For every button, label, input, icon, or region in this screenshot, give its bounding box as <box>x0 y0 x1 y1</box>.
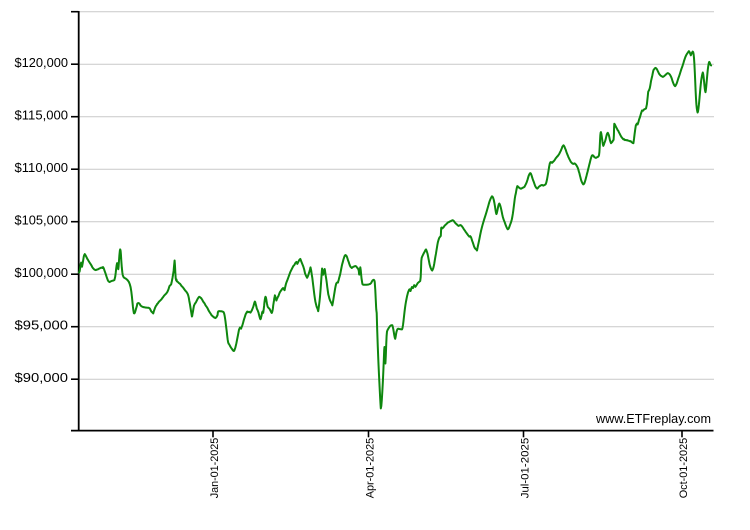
svg-text:Jul-01-2025: Jul-01-2025 <box>519 438 531 499</box>
svg-text:$95,000: $95,000 <box>15 318 69 333</box>
svg-text:$115,000: $115,000 <box>15 108 69 123</box>
svg-text:$110,000: $110,000 <box>15 160 69 175</box>
svg-text:$105,000: $105,000 <box>15 213 69 228</box>
svg-text:$100,000: $100,000 <box>15 265 69 280</box>
svg-text:$90,000: $90,000 <box>15 370 69 385</box>
svg-text:Jan-01-2025: Jan-01-2025 <box>209 438 221 499</box>
svg-text:$120,000: $120,000 <box>15 55 69 70</box>
svg-text:Oct-01-2025: Oct-01-2025 <box>678 438 690 499</box>
svg-text:Apr-01-2025: Apr-01-2025 <box>364 438 376 499</box>
svg-text:www.ETFreplay.com: www.ETFreplay.com <box>595 411 711 426</box>
